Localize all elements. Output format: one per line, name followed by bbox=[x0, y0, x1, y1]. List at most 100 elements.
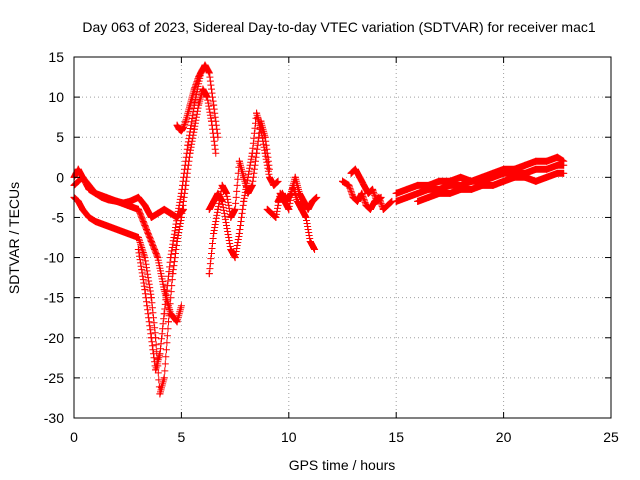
data-point bbox=[339, 177, 346, 185]
data-point bbox=[134, 193, 142, 201]
data-point bbox=[457, 173, 465, 181]
data-point bbox=[169, 270, 177, 278]
data-point bbox=[500, 177, 508, 185]
data-point bbox=[248, 149, 256, 157]
data-point bbox=[167, 310, 175, 318]
data-point bbox=[403, 193, 411, 201]
data-point bbox=[184, 141, 192, 149]
data-point bbox=[201, 61, 209, 69]
data-point bbox=[351, 165, 359, 173]
data-point bbox=[268, 209, 276, 217]
data-point bbox=[210, 101, 218, 109]
data-point bbox=[214, 205, 222, 213]
data-point bbox=[272, 213, 280, 221]
y-tick-label: -25 bbox=[44, 370, 64, 386]
data-point bbox=[467, 185, 475, 193]
data-point bbox=[177, 302, 185, 310]
data-point bbox=[248, 181, 256, 189]
data-point bbox=[180, 205, 188, 213]
data-point bbox=[345, 181, 353, 189]
data-point bbox=[414, 181, 422, 189]
data-point bbox=[560, 157, 568, 165]
marker-cloud bbox=[339, 177, 395, 213]
data-point bbox=[384, 201, 392, 209]
data-point bbox=[285, 205, 293, 213]
data-point bbox=[126, 197, 134, 205]
data-point bbox=[210, 229, 218, 237]
data-point bbox=[302, 213, 310, 221]
data-point bbox=[190, 125, 198, 133]
data-point bbox=[300, 197, 308, 205]
data-point bbox=[366, 205, 374, 213]
data-point bbox=[478, 173, 486, 181]
data-point bbox=[510, 165, 518, 173]
data-point bbox=[435, 189, 443, 197]
data-point bbox=[141, 221, 149, 229]
data-point bbox=[278, 189, 286, 197]
data-point bbox=[356, 173, 364, 181]
data-point bbox=[532, 177, 540, 185]
data-point bbox=[190, 85, 198, 93]
data-point bbox=[435, 177, 443, 185]
y-tick-label: -10 bbox=[44, 250, 64, 266]
data-point bbox=[119, 199, 127, 207]
data-point bbox=[104, 196, 112, 204]
series-track-b bbox=[70, 173, 185, 326]
y-tick-labels: -30 -25 -20 -15 -10 -5 0 5 10 15 bbox=[44, 49, 64, 426]
y-tick-label: 5 bbox=[56, 129, 64, 145]
data-point bbox=[141, 254, 149, 262]
data-point bbox=[195, 73, 203, 81]
data-point bbox=[304, 205, 312, 213]
x-tick-labels: 0 5 10 15 20 25 bbox=[70, 429, 619, 445]
data-point bbox=[134, 205, 142, 213]
data-point bbox=[81, 177, 89, 185]
data-point bbox=[173, 121, 181, 129]
data-point bbox=[180, 124, 188, 132]
data-point bbox=[76, 169, 84, 177]
data-point bbox=[102, 221, 110, 229]
axis-ticks bbox=[73, 56, 612, 419]
data-point bbox=[478, 181, 486, 189]
data-point bbox=[134, 246, 142, 254]
data-point bbox=[313, 193, 321, 201]
data-point bbox=[532, 165, 540, 173]
data-point bbox=[113, 197, 121, 205]
x-tick-label: 10 bbox=[281, 429, 297, 445]
data-point bbox=[147, 213, 155, 221]
data-point bbox=[74, 177, 82, 185]
grid-lines bbox=[74, 57, 611, 418]
data-point bbox=[167, 254, 175, 262]
data-point bbox=[560, 169, 568, 177]
data-point bbox=[364, 189, 372, 197]
data-point bbox=[283, 197, 291, 205]
data-point bbox=[293, 197, 301, 205]
data-point bbox=[212, 149, 220, 157]
data-point bbox=[173, 213, 181, 221]
data-point bbox=[308, 197, 316, 205]
data-point bbox=[124, 229, 132, 237]
data-point bbox=[154, 254, 162, 262]
data-point bbox=[349, 193, 357, 201]
data-point bbox=[240, 197, 248, 205]
data-point bbox=[165, 318, 173, 326]
data-point bbox=[141, 286, 149, 294]
data-point bbox=[147, 238, 155, 246]
y-tick-label: -15 bbox=[44, 290, 64, 306]
series-track-n bbox=[414, 169, 568, 205]
data-point bbox=[467, 177, 475, 185]
data-point bbox=[424, 193, 432, 201]
data-point bbox=[500, 165, 508, 173]
data-point bbox=[358, 189, 366, 197]
data-point bbox=[244, 173, 252, 181]
series-track-j bbox=[339, 177, 396, 213]
data-point bbox=[510, 173, 518, 181]
data-point bbox=[227, 213, 235, 221]
data-point bbox=[205, 69, 213, 77]
data-point bbox=[446, 189, 454, 197]
data-point bbox=[553, 153, 561, 161]
data-point bbox=[446, 177, 454, 185]
y-tick-label: -20 bbox=[44, 330, 64, 346]
data-point bbox=[424, 181, 432, 189]
data-point bbox=[218, 181, 226, 189]
